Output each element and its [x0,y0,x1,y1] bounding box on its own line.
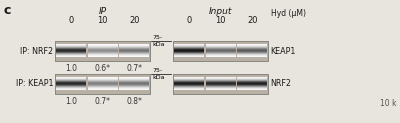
Bar [173,41,268,61]
Bar [55,41,150,61]
Text: 20: 20 [129,16,140,25]
Text: IP: NRF2: IP: NRF2 [20,46,53,55]
Text: IP: KEAP1: IP: KEAP1 [16,79,53,89]
Text: 10: 10 [215,16,226,25]
Text: 10 k: 10 k [380,99,397,108]
Text: 0.7*: 0.7* [94,97,110,106]
Text: Hyd (μM): Hyd (μM) [271,8,306,17]
Bar [173,74,268,94]
Text: Input: Input [209,7,232,16]
Text: KEAP1: KEAP1 [270,46,295,55]
Text: IP: IP [98,7,106,16]
Bar [173,41,268,61]
Text: 0: 0 [68,16,74,25]
Text: kDa: kDa [152,75,164,80]
Text: 0: 0 [186,16,192,25]
Text: 1.0: 1.0 [65,97,77,106]
Text: NRF2: NRF2 [270,79,291,89]
Text: kDa: kDa [152,42,164,47]
Text: 0.8*: 0.8* [126,97,142,106]
Text: 0.7*: 0.7* [126,64,142,73]
Text: c: c [3,4,10,17]
Text: 20: 20 [247,16,258,25]
Bar [55,74,150,94]
Bar [55,41,150,61]
Text: 75-: 75- [152,35,162,40]
Text: 75-: 75- [152,68,162,73]
Bar [55,74,150,94]
Text: 10: 10 [97,16,108,25]
Text: 0.6*: 0.6* [94,64,110,73]
Bar [173,74,268,94]
Text: 1.0: 1.0 [65,64,77,73]
